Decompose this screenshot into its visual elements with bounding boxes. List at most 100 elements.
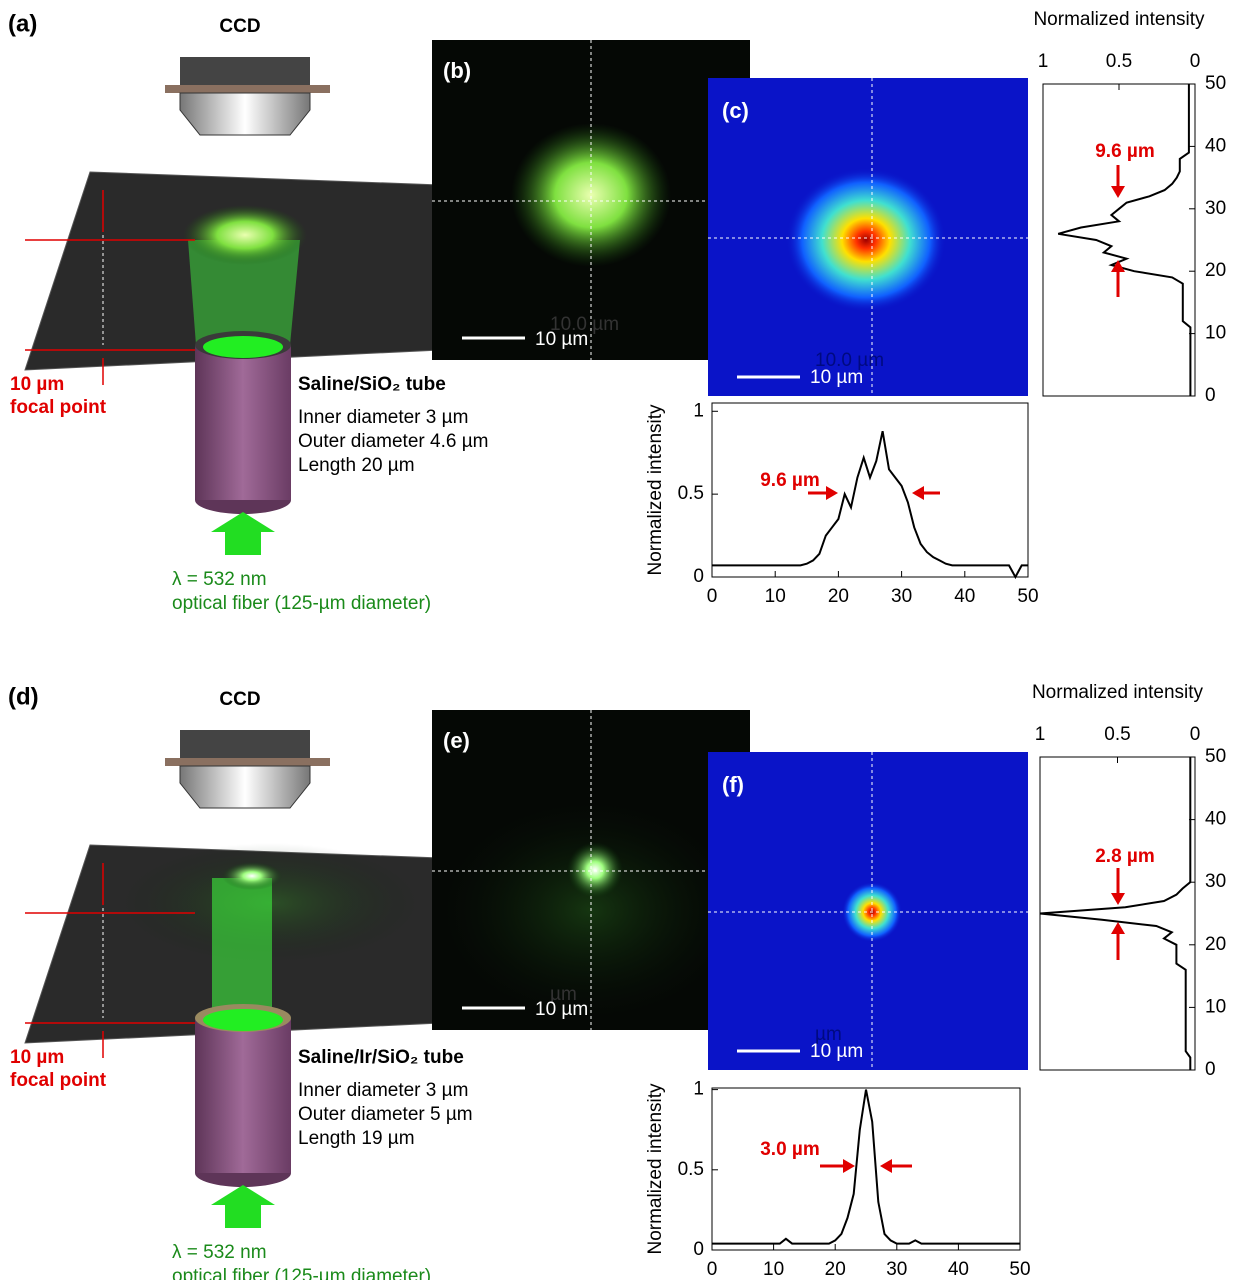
ccd-lens — [180, 766, 310, 808]
y-tick-label: 0 — [1205, 385, 1216, 406]
x-tick-label: 0 — [1190, 724, 1201, 745]
tube-body — [195, 1018, 291, 1173]
x-tick-label: 10 — [765, 586, 786, 607]
panel-label: (a) — [8, 10, 37, 37]
x-tick-label: 30 — [886, 1259, 907, 1280]
arrow-head — [912, 486, 924, 500]
x-axis-label: Normalized intensity — [1032, 682, 1204, 703]
width-annotation: 3.0 µm — [760, 1139, 820, 1160]
y-tick-label: 50 — [1205, 73, 1226, 94]
focal-glow — [222, 862, 282, 890]
y-axis-label: Normalized intensity — [645, 404, 666, 576]
x-tick-label: 40 — [954, 586, 975, 607]
y-tick-label: 0 — [1205, 1059, 1216, 1080]
x-tick-label: 1 — [1035, 724, 1046, 745]
profile-line — [1040, 757, 1190, 1070]
arrow-head — [1111, 186, 1125, 198]
focal-size: 10 µm — [10, 374, 64, 395]
arrow-head — [1111, 922, 1125, 934]
fiber: optical fiber (125-µm diameter) — [172, 593, 431, 614]
x-tick-label: 20 — [825, 1259, 846, 1280]
y-tick-label: 1 — [693, 400, 704, 421]
y-tick-label: 0 — [693, 566, 704, 587]
tube-core — [203, 1009, 283, 1031]
light-beam — [212, 878, 272, 1018]
scale-label: 10 µm — [810, 367, 863, 388]
tube-body — [195, 345, 291, 500]
width-annotation: 2.8 µm — [1095, 846, 1155, 867]
tube-spec: Length 20 µm — [298, 455, 415, 476]
x-tick-label: 1 — [1038, 51, 1049, 72]
profile-line — [712, 1090, 1020, 1244]
focal-size: 10 µm — [10, 1047, 64, 1068]
arrow-head — [880, 1159, 892, 1173]
y-tick-label: 20 — [1205, 260, 1226, 281]
tube-spec: Outer diameter 5 µm — [298, 1104, 473, 1125]
x-tick-label: 0 — [1190, 51, 1201, 72]
y-tick-label: 0 — [693, 1239, 704, 1260]
wavelength: λ = 532 nm — [172, 569, 267, 590]
x-tick-label: 10 — [763, 1259, 784, 1280]
ccd-label: CCD — [219, 689, 260, 710]
width-annotation: 9.6 µm — [1095, 141, 1155, 162]
y-tick-label: 50 — [1205, 746, 1226, 767]
ccd-body — [180, 730, 310, 758]
speckle — [440, 800, 740, 1020]
ccd-label: CCD — [219, 16, 260, 37]
arrow-head — [826, 486, 838, 500]
image-label: (f) — [722, 772, 744, 797]
plot-frame — [1043, 84, 1195, 396]
focal-label: focal point — [10, 1070, 107, 1091]
y-tick-label: 30 — [1205, 871, 1226, 892]
scale-label: 10 µm — [535, 999, 588, 1020]
y-tick-label: 30 — [1205, 198, 1226, 219]
scale-label: 10 µm — [535, 329, 588, 350]
y-tick-label: 10 — [1205, 323, 1226, 344]
image-label: (e) — [443, 728, 470, 753]
ccd-plate — [165, 85, 330, 93]
ccd-lens — [180, 93, 310, 135]
image-label: (c) — [722, 98, 749, 123]
arrow-head — [843, 1159, 855, 1173]
scale-label: 10 µm — [810, 1041, 863, 1062]
focal-label: focal point — [10, 397, 107, 418]
tube-title: Saline/Ir/SiO₂ tube — [298, 1047, 464, 1068]
y-tick-label: 0.5 — [678, 483, 704, 504]
fiber: optical fiber (125-µm diameter) — [172, 1266, 431, 1280]
y-tick-label: 40 — [1205, 809, 1226, 830]
x-tick-label: 20 — [828, 586, 849, 607]
y-tick-label: 10 — [1205, 996, 1226, 1017]
x-tick-label: 40 — [948, 1259, 969, 1280]
tube-title: Saline/SiO₂ tube — [298, 374, 446, 395]
hot-spot — [786, 168, 946, 312]
arrow-head — [1111, 893, 1125, 905]
x-tick-label: 0.5 — [1106, 51, 1132, 72]
x-tick-label: 0.5 — [1104, 724, 1130, 745]
focal-glow — [183, 205, 307, 265]
tube-spec: Inner diameter 3 µm — [298, 1080, 468, 1101]
tube-spec: Length 19 µm — [298, 1128, 415, 1149]
tube-spec: Inner diameter 3 µm — [298, 407, 468, 428]
profile-line — [1058, 84, 1190, 396]
plot-frame — [712, 1088, 1020, 1250]
light-arrow — [211, 512, 275, 555]
x-tick-label: 50 — [1009, 1259, 1030, 1280]
x-tick-label: 50 — [1017, 586, 1038, 607]
x-tick-label: 0 — [707, 1259, 718, 1280]
plot-frame — [1040, 757, 1195, 1070]
x-tick-label: 0 — [707, 586, 718, 607]
profile-line — [712, 431, 1028, 577]
ccd-body — [180, 57, 310, 85]
figure: (a)CCD10 µmfocal pointSaline/SiO₂ tubeIn… — [0, 0, 1242, 1280]
y-axis-label: Normalized intensity — [645, 1083, 666, 1255]
width-annotation: 9.6 µm — [760, 470, 820, 491]
light-arrow — [211, 1185, 275, 1228]
ccd-plate — [165, 758, 330, 766]
panel-label: (d) — [8, 683, 39, 710]
beam-spot — [567, 842, 623, 898]
y-tick-label: 1 — [693, 1079, 704, 1100]
y-tick-label: 20 — [1205, 934, 1226, 955]
image-label: (b) — [443, 58, 471, 83]
wavelength: λ = 532 nm — [172, 1242, 267, 1263]
tube-spec: Outer diameter 4.6 µm — [298, 431, 488, 452]
